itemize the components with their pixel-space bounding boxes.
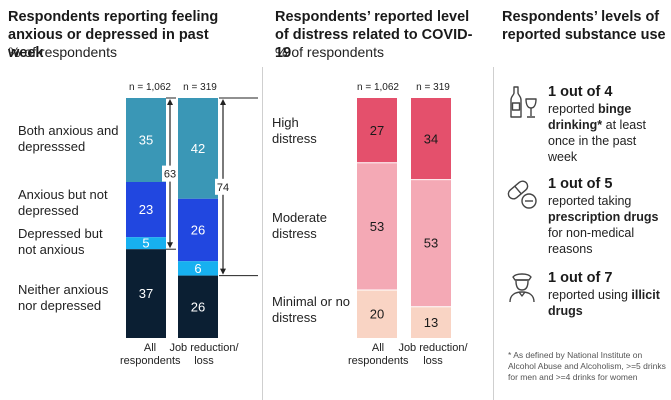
chart1-total-label-bg-0 [162,165,178,182]
substance-stat-1: 1 out of 4 [548,84,613,100]
chart1-bar-1-seg-1 [178,198,218,262]
chart1-value-label-1-0: 42 [191,141,205,156]
chart1-value-label-0-0: 35 [139,133,153,148]
substance-desc-3-pre: reported using [548,288,632,302]
chart2-value-label-1-1: 53 [424,236,438,251]
chart1-total-label-1: 74 [217,182,229,194]
chart2-subtitle: % of respondents [275,44,384,60]
chart1-n-label-all: n = 1,062 [129,82,171,93]
chart1-segment-label-both: Both anxious and depresssed [18,123,119,154]
chart1-bar-0-seg-2 [126,237,166,250]
chart1-value-label-1-1: 26 [191,223,205,238]
chart1-n-label-job: n = 319 [183,82,217,93]
chart1-bar-1-seg-0 [178,98,218,199]
chart1-bar-1-seg-2 [178,261,218,276]
chart1-bar-0-seg-0 [126,98,166,182]
chart1-segment-label-depressed: Depressed but not anxious [18,226,103,257]
chart1-bar-0-seg-1 [126,182,166,238]
substance-title: Respondents’ levels of reported substanc… [502,9,666,43]
chart1-value-label-0-3: 37 [139,286,153,301]
substance-desc-2-pre: reported taking [548,194,632,208]
wine-bottle-glass-icon [510,86,537,118]
chart1-segment-label-neither: Neither anxious nor depressed [18,282,109,313]
chart1-value-label-1-2: 6 [194,261,201,276]
substance-desc-2-post: for non-medical reasons [548,226,635,256]
substance-desc-3-bold: illicit drugs [548,288,660,318]
chart2-title: Respondents’ reported level of distress … [275,9,473,61]
chart2-bar-1-seg-0 [411,98,451,180]
chart2-value-label-1-2: 13 [424,315,438,330]
chart2-bar-1-seg-2 [411,306,451,338]
chart1-total-label-bg-1 [215,178,231,195]
chart2-n-label-job: n = 319 [416,82,450,93]
police-officer-icon [509,273,535,303]
chart1-title: Respondents reporting feeling anxious or… [8,9,219,61]
chart1-subtitle: % of respondents [8,44,117,60]
chart1-value-label-0-1: 23 [139,202,153,217]
divider-2 [493,67,494,400]
chart2-n-label-all: n = 1,062 [357,82,399,93]
chart1-x-label-job: Job reduction/ loss [169,342,239,367]
substance-stat-3: 1 out of 7 [548,270,613,286]
substance-stat-2: 1 out of 5 [548,176,613,192]
chart1-total-arrow-up-1 [220,99,226,105]
chart2-x-label-job: Job reduction/ loss [398,342,468,367]
chart1-bar-0-seg-3 [126,249,166,338]
chart1-segment-label-anxious: Anxious but not depressed [18,187,108,218]
chart1-total-arrow-down-1 [220,268,226,275]
chart2-segment-label-minimal: Minimal or no distress [272,294,351,325]
divider-1 [262,67,263,400]
chart2-bar-0-seg-2 [357,290,397,338]
chart2-bar-0-seg-0 [357,98,397,163]
substance-desc-3: reported using illicit drugs [548,287,666,319]
chart2-bar-1-seg-1 [411,179,451,307]
chart1-total-arrow-down-0 [167,242,173,249]
chart1-x-label-all: All respondents [120,342,181,367]
chart2-value-label-0-1: 53 [370,219,384,234]
chart2-segment-label-high: High distress [272,115,317,146]
footnote: * As defined by National Institute on Al… [508,350,666,382]
chart2-x-label-all: All respondents [348,342,409,367]
substance-desc-2-bold: prescription drugs [548,210,659,224]
substance-desc-1-pre: reported [548,102,599,116]
chart1-value-label-1-3: 26 [191,299,205,314]
chart2-value-label-1-0: 34 [424,131,438,146]
chart2-value-label-0-0: 27 [370,123,384,138]
chart1-total-label-0: 63 [164,169,176,181]
substance-desc-1-bold: binge drinking* [548,102,632,132]
chart1-total-arrow-up-0 [167,99,173,105]
chart1-value-label-0-2: 5 [142,236,149,251]
chart2-segment-label-moderate: Moderate distress [272,210,327,241]
substance-desc-2: reported taking prescription drugs for n… [548,193,668,257]
chart1-bar-1-seg-3 [178,275,218,338]
chart2-bar-0-seg-1 [357,162,397,290]
substance-desc-1: reported binge drinking* at least once i… [548,101,666,165]
substance-desc-1-post: at least once in the past week [548,118,646,164]
pills-icon [507,180,537,209]
chart2-value-label-0-2: 20 [370,307,384,322]
